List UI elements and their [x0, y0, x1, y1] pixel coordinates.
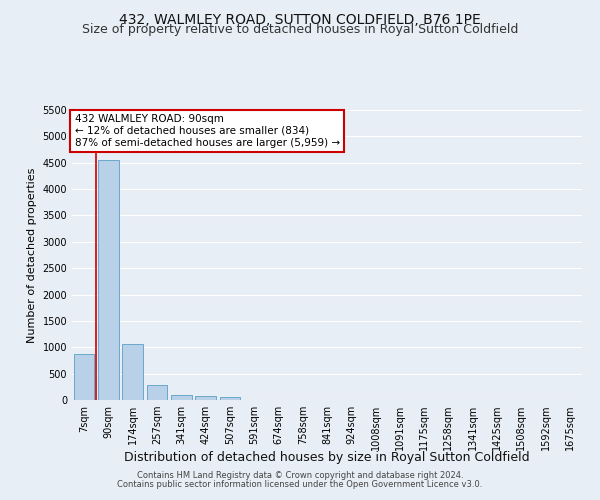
Bar — [171, 396, 191, 400]
Bar — [122, 344, 143, 400]
Text: Contains HM Land Registry data © Crown copyright and database right 2024.: Contains HM Land Registry data © Crown c… — [137, 471, 463, 480]
Text: 432, WALMLEY ROAD, SUTTON COLDFIELD, B76 1PE: 432, WALMLEY ROAD, SUTTON COLDFIELD, B76… — [119, 12, 481, 26]
Text: Contains public sector information licensed under the Open Government Licence v3: Contains public sector information licen… — [118, 480, 482, 489]
Text: Size of property relative to detached houses in Royal Sutton Coldfield: Size of property relative to detached ho… — [82, 22, 518, 36]
Bar — [195, 396, 216, 400]
Y-axis label: Number of detached properties: Number of detached properties — [27, 168, 37, 342]
Text: Distribution of detached houses by size in Royal Sutton Coldfield: Distribution of detached houses by size … — [124, 451, 530, 464]
Bar — [220, 397, 240, 400]
Bar — [74, 354, 94, 400]
Bar — [146, 385, 167, 400]
Text: 432 WALMLEY ROAD: 90sqm
← 12% of detached houses are smaller (834)
87% of semi-d: 432 WALMLEY ROAD: 90sqm ← 12% of detache… — [74, 114, 340, 148]
Bar — [98, 160, 119, 400]
